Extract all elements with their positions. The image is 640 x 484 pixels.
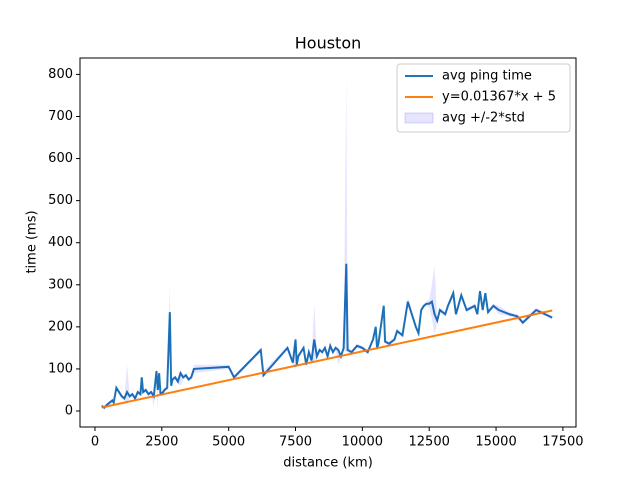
x-tick-label: 12500 [409,435,450,450]
x-axis-label: distance (km) [283,456,373,471]
legend-label: avg ping time [442,69,532,84]
legend-label: avg +/-2*std [442,111,525,126]
y-tick-label: 800 [48,67,73,82]
legend-patch [404,112,434,124]
y-tick-label: 200 [48,319,73,334]
series-line [101,263,553,409]
chart-title: Houston [295,34,362,53]
x-tick-label: 5000 [212,435,245,450]
y-tick-label: 100 [48,361,73,376]
legend-label: y=0.01367*x + 5 [442,90,556,105]
x-tick-label: 7500 [279,435,312,450]
y-axis-label: time (ms) [25,210,40,273]
x-tick-label: 2500 [145,435,178,450]
y-tick-label: 400 [48,235,73,250]
y-tick-label: 500 [48,193,73,208]
x-tick-label: 15000 [475,435,516,450]
y-tick-label: 0 [65,404,73,419]
x-tick-label: 0 [91,435,99,450]
series-line [101,309,553,409]
legend-box [396,63,571,133]
y-tick-label: 300 [48,277,73,292]
y-tick-label: 600 [48,151,73,166]
x-tick-label: 17500 [542,435,583,450]
y-tick-label: 700 [48,109,73,124]
plot-frame [79,57,577,428]
x-tick-label: 10000 [342,435,383,450]
